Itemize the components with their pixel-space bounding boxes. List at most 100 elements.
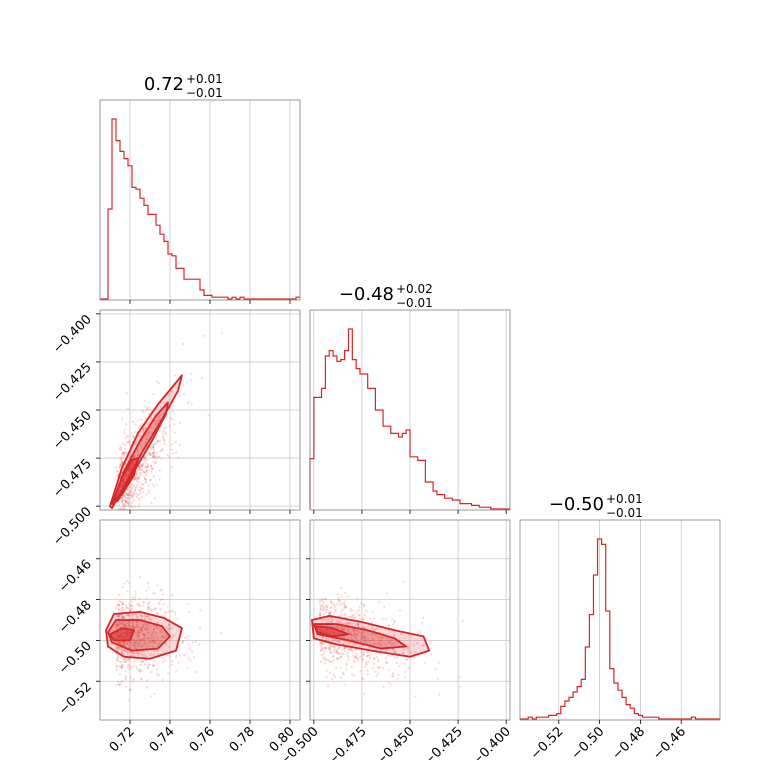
sample-point bbox=[403, 676, 406, 679]
sample-point bbox=[123, 649, 126, 653]
sample-point bbox=[325, 676, 328, 679]
sample-point bbox=[390, 654, 393, 657]
sample-point bbox=[124, 678, 127, 681]
sample-point bbox=[153, 659, 156, 663]
sample-point bbox=[139, 424, 142, 427]
sample-point bbox=[138, 631, 141, 634]
sample-point bbox=[147, 431, 150, 434]
sample-point bbox=[123, 624, 126, 627]
sample-point bbox=[124, 463, 127, 467]
sample-point bbox=[153, 641, 156, 644]
sample-point bbox=[352, 613, 356, 616]
sample-point bbox=[333, 675, 336, 678]
sample-point bbox=[124, 499, 127, 503]
sample-point bbox=[133, 626, 136, 629]
sample-point bbox=[125, 500, 128, 504]
sample-point bbox=[121, 679, 124, 683]
sample-point bbox=[323, 598, 326, 601]
sample-point bbox=[339, 656, 342, 659]
sample-point bbox=[122, 622, 125, 625]
sample-point bbox=[158, 478, 161, 481]
sample-point bbox=[125, 392, 128, 395]
sample-point bbox=[167, 623, 171, 626]
sample-point bbox=[421, 621, 424, 624]
sample-point bbox=[168, 455, 171, 458]
sample-point bbox=[362, 617, 365, 620]
sample-point bbox=[116, 469, 119, 473]
sample-point bbox=[344, 605, 347, 608]
sample-point bbox=[118, 646, 121, 649]
sample-point bbox=[146, 644, 149, 647]
sample-point bbox=[390, 683, 393, 686]
sample-point bbox=[144, 618, 147, 621]
sample-point bbox=[123, 623, 126, 627]
sample-point bbox=[153, 497, 156, 500]
sample-point bbox=[382, 685, 385, 688]
sample-point bbox=[351, 649, 354, 652]
sample-point bbox=[131, 652, 134, 655]
sample-point bbox=[328, 648, 331, 651]
sample-point bbox=[123, 495, 126, 498]
sample-point bbox=[351, 609, 354, 612]
sample-point bbox=[120, 666, 123, 669]
sample-point bbox=[144, 478, 147, 481]
sample-point bbox=[121, 498, 124, 502]
sample-point bbox=[326, 605, 329, 608]
sample-point bbox=[320, 605, 323, 608]
sample-point bbox=[138, 469, 142, 472]
sample-point bbox=[151, 639, 154, 642]
sample-point bbox=[394, 651, 397, 654]
sample-point bbox=[170, 627, 173, 630]
sample-point bbox=[384, 618, 387, 621]
sample-point bbox=[336, 658, 339, 661]
y-tick-label: −0.425 bbox=[50, 360, 95, 405]
sample-point bbox=[125, 500, 128, 503]
sample-point bbox=[141, 463, 144, 466]
sample-point bbox=[142, 428, 145, 431]
sample-point bbox=[385, 661, 388, 664]
sample-point bbox=[126, 489, 129, 492]
sample-point bbox=[328, 671, 332, 674]
sample-point bbox=[137, 626, 140, 629]
sample-point bbox=[362, 618, 365, 621]
sample-point bbox=[174, 656, 178, 659]
sample-point bbox=[120, 447, 123, 450]
y-tick-label: −0.48 bbox=[56, 598, 95, 637]
sample-point bbox=[126, 407, 130, 410]
sample-point bbox=[129, 505, 132, 508]
sample-point bbox=[134, 442, 137, 445]
sample-point bbox=[342, 602, 346, 605]
sample-point bbox=[135, 472, 139, 475]
sample-point bbox=[171, 410, 174, 413]
sample-point bbox=[147, 637, 150, 640]
sample-point bbox=[339, 655, 342, 659]
sample-point bbox=[124, 670, 127, 673]
sample-point bbox=[140, 496, 144, 499]
sample-point bbox=[143, 634, 146, 637]
sample-point bbox=[337, 598, 340, 602]
sample-point bbox=[157, 653, 160, 656]
sample-point bbox=[167, 627, 171, 630]
sample-point bbox=[379, 643, 382, 647]
sample-point bbox=[123, 625, 126, 628]
sample-point bbox=[363, 665, 367, 668]
sample-point bbox=[399, 632, 403, 636]
sample-point bbox=[155, 483, 158, 486]
sample-point bbox=[368, 639, 371, 642]
sample-point bbox=[349, 609, 352, 613]
sample-point bbox=[128, 664, 131, 667]
sample-point bbox=[138, 497, 141, 500]
sample-point bbox=[342, 636, 345, 639]
sample-point bbox=[147, 408, 150, 411]
sample-point bbox=[328, 613, 331, 616]
sample-point bbox=[143, 641, 147, 645]
sample-point bbox=[331, 677, 334, 680]
sample-point bbox=[117, 683, 120, 686]
panel-title: −0.48 +0.02−0.01 bbox=[339, 282, 433, 310]
sample-point bbox=[188, 647, 191, 650]
sample-point bbox=[343, 603, 346, 606]
sample-point bbox=[132, 627, 135, 630]
sample-point bbox=[362, 653, 365, 657]
sample-point bbox=[146, 637, 149, 640]
sample-point bbox=[132, 499, 136, 502]
